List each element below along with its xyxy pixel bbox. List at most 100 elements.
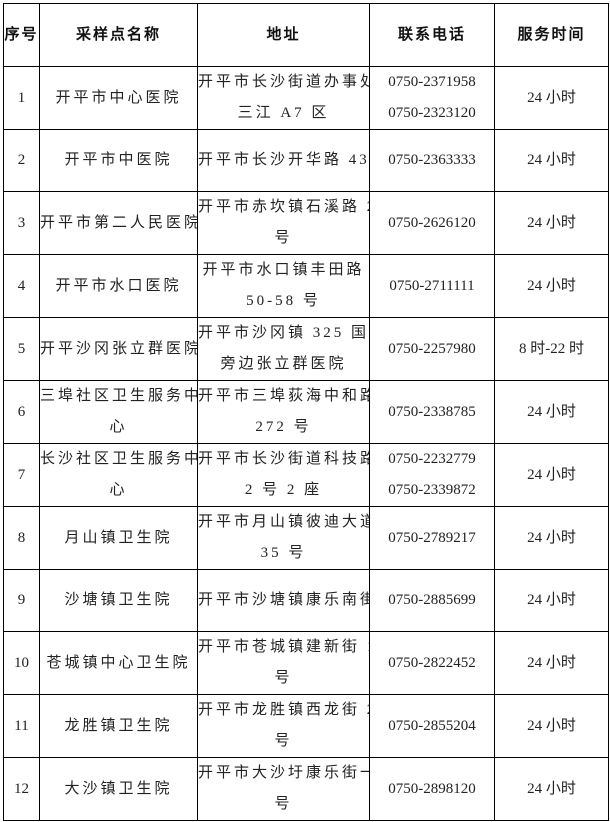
- site-name-line: 大沙镇卫生院: [64, 780, 173, 797]
- cell-number: 8: [3, 506, 40, 570]
- phone-number: 0750-2232779: [388, 451, 476, 467]
- cell-site-name: 长沙社区卫生服务中心: [39, 443, 198, 507]
- cell-number: 2: [3, 129, 40, 192]
- table-row: 9 沙塘镇卫生院 开平市沙塘镇康乐南街 0750-2885699 24 小时: [3, 569, 609, 632]
- header-site-name: 采样点名称: [39, 3, 198, 67]
- header-service-hours: 服务时间: [494, 3, 609, 67]
- cell-phone: 0750-2885699: [369, 569, 495, 632]
- address-line: 开平市苍城镇建新街 1: [198, 639, 370, 655]
- cell-phone: 0750-2338785: [369, 380, 495, 444]
- address-line: 号: [274, 230, 293, 246]
- cell-address: 开平市沙冈镇 325 国道 旁边张立群医院: [197, 317, 370, 381]
- cell-number: 9: [3, 569, 40, 632]
- cell-service-hours: 24 小时: [494, 569, 609, 632]
- address-line: 三江 A7 区: [237, 105, 330, 121]
- cell-site-name: 三埠社区卫生服务中心: [39, 380, 198, 444]
- address-line: 272 号: [255, 419, 312, 435]
- cell-address: 开平市长沙街道科技路 2 号 2 座: [197, 443, 370, 507]
- site-name-line: 开平市中医院: [64, 152, 173, 168]
- cell-site-name: 开平市中心医院: [39, 66, 198, 130]
- cell-address: 开平市沙塘镇康乐南街: [197, 569, 370, 632]
- cell-address: 开平市龙胜镇西龙街 24 号: [197, 694, 370, 758]
- cell-address: 开平市水口镇丰田路 50-58 号: [197, 254, 370, 318]
- site-name-line: 长沙社区卫生服务中: [40, 451, 198, 467]
- cell-address: 开平市长沙街道办事处 三江 A7 区: [197, 66, 370, 130]
- address-line: 开平市月山镇彼迪大道: [198, 514, 370, 530]
- cell-phone: 0750-2257980: [369, 317, 495, 381]
- cell-number: 6: [3, 380, 40, 444]
- table-row: 6 三埠社区卫生服务中心开平市三埠荻海中和路 272 号 0750-2338785 24…: [3, 380, 609, 444]
- cell-service-hours: 24 小时: [494, 631, 609, 695]
- cell-service-hours: 24 小时: [494, 443, 609, 507]
- address-line: 35 号: [260, 545, 307, 561]
- table-row: 3 开平市第二人民医院 开平市赤坎镇石溪路 22 号 0750-2626120 24 小时: [3, 191, 609, 255]
- table-row: 8 月山镇卫生院 开平市月山镇彼迪大道 35 号 0750-2789217 24 小时: [3, 506, 609, 570]
- site-name-line: 开平市水口医院: [55, 277, 182, 294]
- cell-service-hours: 24 小时: [494, 757, 609, 821]
- cell-phone: 0750-2855204: [369, 694, 495, 758]
- phone-number: 0750-2822452: [388, 654, 476, 671]
- address-line: 开平市长沙街道科技路: [198, 451, 370, 467]
- phone-number: 0750-2339872: [388, 482, 476, 498]
- cell-address: 开平市赤坎镇石溪路 22 号: [197, 191, 370, 255]
- cell-number: 12: [3, 757, 40, 821]
- header-address: 地址: [197, 3, 370, 67]
- table-row: 10 苍城镇中心卫生院 开平市苍城镇建新街 1 号 0750-2822452 24 小时: [3, 631, 609, 695]
- phone-number: 0750-2855204: [388, 717, 476, 734]
- cell-phone: 0750-2363333: [369, 129, 495, 192]
- cell-service-hours: 24 小时: [494, 694, 609, 758]
- cell-phone: 0750-2371958 0750-2323120: [369, 66, 495, 130]
- cell-service-hours: 24 小时: [494, 380, 609, 444]
- cell-address: 开平市三埠荻海中和路 272 号: [197, 380, 370, 444]
- cell-number: 3: [3, 191, 40, 255]
- cell-site-name: 沙塘镇卫生院: [39, 569, 198, 632]
- phone-number: 0750-2257980: [388, 340, 476, 357]
- site-name-line: 沙塘镇卫生院: [64, 592, 173, 608]
- cell-site-name: 开平市第二人民医院: [39, 191, 198, 255]
- cell-address: 开平市苍城镇建新街 1 号: [197, 631, 370, 695]
- table-row: 7 长沙社区卫生服务中心开平市长沙街道科技路 2 号 2 座 0750-2232779…: [3, 443, 609, 507]
- cell-phone: 0750-2898120: [369, 757, 495, 821]
- header-row: 序号 采样点名称 地址 联系电话 服务时间: [3, 3, 609, 67]
- cell-service-hours: 24 小时: [494, 66, 609, 130]
- cell-site-name: 苍城镇中心卫生院: [39, 631, 198, 695]
- cell-site-name: 开平市中医院: [39, 129, 198, 192]
- site-name-line: 开平市第二人民医院: [40, 214, 198, 231]
- cell-service-hours: 24 小时: [494, 254, 609, 318]
- cell-address: 开平市大沙圩康乐街一号: [197, 757, 370, 821]
- table-row: 5 开平沙冈张立群医院 开平市沙冈镇 325 国道 旁边张立群医院 0750-22579…: [3, 317, 609, 381]
- address-line: 2 号 2 座: [244, 482, 323, 498]
- cell-site-name: 月山镇卫生院: [39, 506, 198, 570]
- site-name-line: 苍城镇中心卫生院: [46, 654, 191, 671]
- address-line: 开平市长沙开华路 43 号: [198, 152, 370, 168]
- address-line: 号: [274, 670, 293, 686]
- phone-number: 0750-2885699: [388, 592, 476, 608]
- table-body: 1 开平市中心医院 开平市长沙街道办事处 三江 A7 区 0750-2371958 075…: [3, 66, 609, 821]
- address-line: 开平市水口镇丰田路: [202, 262, 365, 278]
- table-row: 1 开平市中心医院 开平市长沙街道办事处 三江 A7 区 0750-2371958 075…: [3, 66, 609, 130]
- cell-number: 4: [3, 254, 40, 318]
- site-name-line: 龙胜镇卫生院: [64, 717, 173, 734]
- address-line: 开平市龙胜镇西龙街 24: [198, 702, 370, 718]
- cell-site-name: 开平市水口医院: [39, 254, 198, 318]
- cell-address: 开平市月山镇彼迪大道 35 号: [197, 506, 370, 570]
- address-line: 开平市沙冈镇 325 国道: [198, 325, 370, 341]
- cell-phone: 0750-2232779 0750-2339872: [369, 443, 495, 507]
- site-name-line: 开平沙冈张立群医院: [40, 340, 198, 357]
- table-row: 11 龙胜镇卫生院 开平市龙胜镇西龙街 24 号 0750-2855204 24 小时: [3, 694, 609, 758]
- cell-service-hours: 24 小时: [494, 191, 609, 255]
- cell-site-name: 大沙镇卫生院: [39, 757, 198, 821]
- cell-service-hours: 24 小时: [494, 506, 609, 570]
- phone-number: 0750-2626120: [388, 214, 476, 231]
- phone-number: 0750-2898120: [388, 780, 476, 797]
- address-line: 号: [274, 796, 293, 812]
- cell-number: 10: [3, 631, 40, 695]
- phone-number: 0750-2371958: [388, 74, 476, 90]
- table-row: 12 大沙镇卫生院 开平市大沙圩康乐街一号 0750-2898120 24 小时: [3, 757, 609, 821]
- phone-number: 0750-2711111: [389, 277, 475, 294]
- header-phone: 联系电话: [369, 3, 495, 67]
- address-line: 号: [274, 733, 293, 749]
- address-line: 开平市大沙圩康乐街一: [198, 765, 370, 781]
- site-name-line: 心: [109, 482, 128, 498]
- cell-service-hours: 8 时-22 时: [494, 317, 609, 381]
